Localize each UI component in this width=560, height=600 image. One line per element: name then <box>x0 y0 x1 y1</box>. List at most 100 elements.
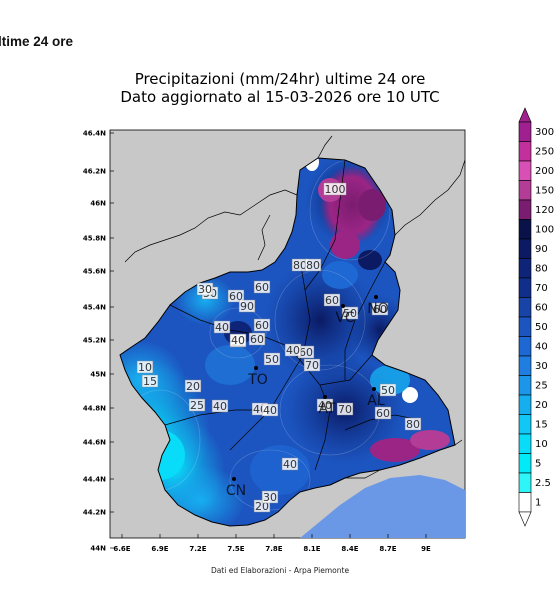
svg-text:15: 15 <box>143 375 157 388</box>
legend-label: 90 <box>535 244 548 255</box>
legend-swatch <box>518 492 532 513</box>
svg-text:40: 40 <box>286 344 300 357</box>
lat-tick-label: 45.6N <box>83 268 106 276</box>
map-title-line-1: Precipitazioni (mm/24hr) ultime 24 ore <box>134 70 426 88</box>
svg-text:80: 80 <box>293 259 307 272</box>
city-marker <box>341 304 345 308</box>
province-label: TO <box>247 372 268 388</box>
map-credit: Dati ed Elaborazioni - Arpa Piemonte <box>210 566 350 575</box>
station-value: 40 <box>281 457 299 471</box>
city-marker <box>323 395 327 399</box>
legend-label: 25 <box>535 380 548 391</box>
legend-swatch <box>518 277 532 298</box>
province-label: NO <box>367 301 389 317</box>
svg-text:60: 60 <box>255 319 269 332</box>
city-marker <box>232 477 236 481</box>
station-value: 60 <box>227 289 245 303</box>
station-value: 50 <box>263 352 281 366</box>
station-value: 60 <box>248 332 266 346</box>
legend-label: 1 <box>535 497 541 508</box>
legend-swatch <box>518 336 532 357</box>
svg-text:80: 80 <box>306 259 320 272</box>
lat-tick-label: 45.4N <box>83 304 106 312</box>
legend-label: 80 <box>535 263 548 274</box>
neighbour-borders <box>124 135 466 486</box>
lat-tick-label: 46N <box>90 200 106 208</box>
lon-tick-label: 6.9E <box>151 545 168 553</box>
lon-tick-label: 7.8E <box>265 545 282 553</box>
station-value: 60 <box>374 406 392 420</box>
legend-label: 150 <box>535 185 554 196</box>
svg-text:40: 40 <box>263 404 277 417</box>
svg-text:40: 40 <box>283 458 297 471</box>
legend-label: 60 <box>535 302 548 313</box>
station-values: 1008080506060905040605030401015202540404… <box>136 182 422 513</box>
legend-swatch <box>518 238 532 259</box>
lat-tick-label: 46.2N <box>83 168 106 176</box>
svg-text:70: 70 <box>305 359 319 372</box>
province-label: CN <box>226 483 246 499</box>
province-label: AL <box>367 393 385 409</box>
station-value: 80 <box>304 258 322 272</box>
legend-label: 30 <box>535 361 548 372</box>
lat-tick-label: 45N <box>90 371 106 379</box>
station-value: 40 <box>316 398 334 412</box>
svg-text:20: 20 <box>255 500 269 513</box>
lat-tick-label: 46.4N <box>83 130 106 138</box>
legend-bottom-arrow <box>518 511 532 527</box>
legend-label: 70 <box>535 283 548 294</box>
legend-swatch <box>518 316 532 337</box>
station-value: 90 <box>238 299 256 313</box>
legend-swatch <box>518 141 532 162</box>
city-marker <box>372 387 376 391</box>
station-value: 40 <box>284 343 302 357</box>
longitude-axis: 6.6E 6.9E 7.2E 7.5E 7.8E 8.1E 8.4E 8.7E 9E <box>113 534 431 553</box>
legend-label: 5 <box>535 458 541 469</box>
map-title: Precipitazioni (mm/24hr) ultime 24 ore D… <box>60 70 500 106</box>
station-value: 80 <box>404 417 422 431</box>
station-value: 40 <box>229 333 247 347</box>
station-value: 70 <box>336 402 354 416</box>
station-value: 50 <box>341 306 359 320</box>
legend-label: 2.5 <box>535 478 551 489</box>
svg-text:20: 20 <box>186 380 200 393</box>
lon-tick-label: 8.4E <box>341 545 358 553</box>
svg-text:30: 30 <box>198 283 212 296</box>
sea-area <box>300 475 465 538</box>
station-value: 50 <box>379 383 397 397</box>
station-value: 60 <box>323 293 341 307</box>
legend-swatch <box>518 472 532 493</box>
latitude-axis: 46.4N 46.2N 46N 45.8N 45.6N 45.4N 45.2N 45N 44.8… <box>83 130 114 553</box>
lon-tick-label: 7.2E <box>189 545 206 553</box>
lat-tick-label: 45.8N <box>83 235 106 243</box>
svg-text:40: 40 <box>213 400 227 413</box>
station-value: 100 <box>323 182 347 196</box>
legend-swatch <box>518 433 532 454</box>
svg-text:70: 70 <box>338 403 352 416</box>
lon-tick-label: 9E <box>421 545 431 553</box>
legend-label: 100 <box>535 224 554 235</box>
legend-swatch <box>518 297 532 318</box>
legend-label: 200 <box>535 166 554 177</box>
lon-tick-label: 7.5E <box>227 545 244 553</box>
city-marker <box>254 366 258 370</box>
province-label: AT <box>318 401 335 417</box>
legend-label: 15 <box>535 419 548 430</box>
lon-tick-label: 6.6E <box>113 545 130 553</box>
svg-text:10: 10 <box>138 361 152 374</box>
lat-tick-label: 44.6N <box>83 439 106 447</box>
station-value: 10 <box>136 360 154 374</box>
legend-label: 50 <box>535 322 548 333</box>
legend-swatch <box>518 199 532 220</box>
legend-swatch <box>518 219 532 240</box>
svg-text:30: 30 <box>263 491 277 504</box>
precipitation-legend: 3002502001501201009080706050403025201510… <box>518 107 554 527</box>
legend-label: 250 <box>535 146 554 157</box>
station-value: 30 <box>261 490 279 504</box>
lat-tick-label: 44.8N <box>83 405 106 413</box>
legend-label: 300 <box>535 127 554 138</box>
svg-text:50: 50 <box>343 307 357 320</box>
legend-swatch <box>518 355 532 376</box>
legend-swatch <box>518 160 532 181</box>
station-value: 40 <box>213 320 231 334</box>
